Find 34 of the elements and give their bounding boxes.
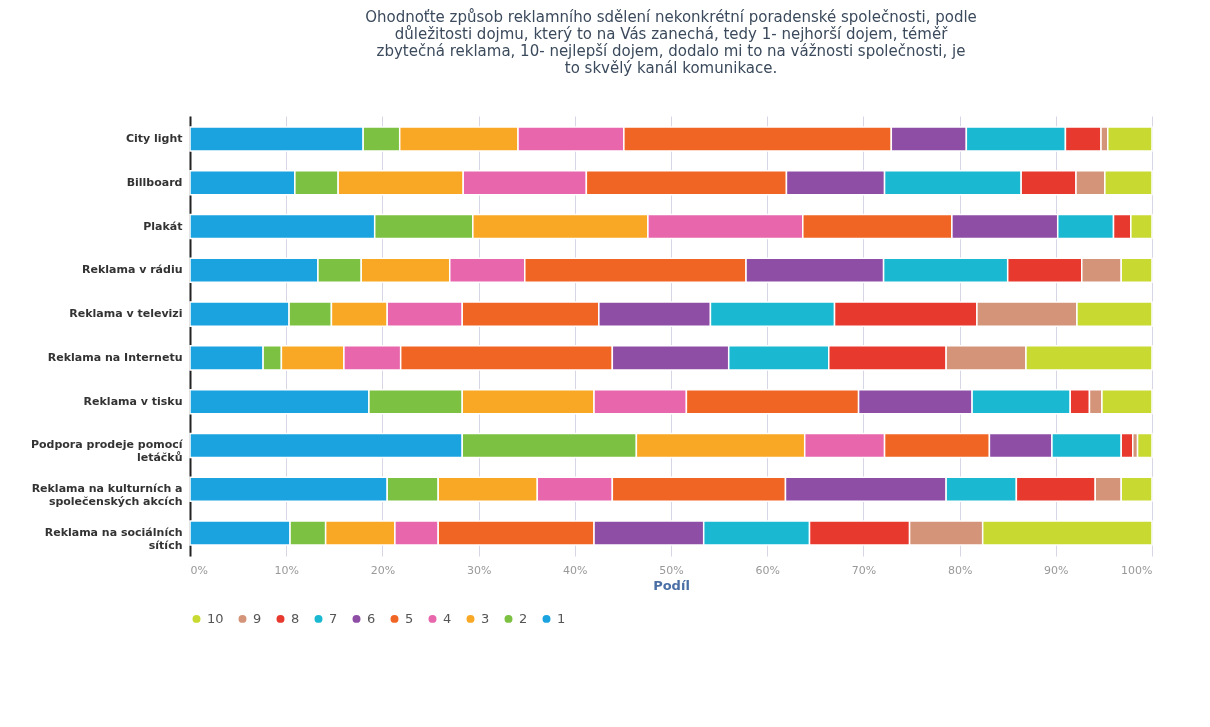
y-tick-label: Reklama v tisku <box>83 394 183 408</box>
x-tick-label: 0% <box>190 563 208 577</box>
legend-label: 4 <box>443 610 452 626</box>
x-tick-label: 20% <box>370 563 396 577</box>
bar <box>1136 432 1153 459</box>
x-tick-label: 10% <box>274 563 299 577</box>
legend-label: 2 <box>519 610 528 626</box>
y-tick-label: Plakát <box>143 219 183 233</box>
x-tick-label: 60% <box>755 563 780 577</box>
legend-label: 10 <box>207 610 224 626</box>
y-tick-label: City light <box>125 131 183 145</box>
y-tick-label: Reklama v televizi <box>69 307 183 321</box>
legend-label: 3 <box>481 610 490 626</box>
y-tick-label: Reklama na sociálních sítích <box>44 526 183 553</box>
x-tick-label: 50% <box>659 563 684 577</box>
y-tick-label: Reklama na kulturních a společenských akcích <box>31 482 183 509</box>
legend-label: 8 <box>291 610 300 626</box>
legend-label: 6 <box>367 610 376 626</box>
y-tick-label: Podpora prodeje pomocí letáčků <box>30 438 184 465</box>
legend-label: 9 <box>253 610 262 626</box>
y-tick-label: Reklama v rádiu <box>82 263 183 277</box>
x-tick-label: 90% <box>1044 563 1069 577</box>
chart-title: Ohodnoťte způsob reklamního sdělení nekonkrétní poradenské společnosti, podle důležitosti dojmu, který to na Vás zanechá, tedy 1- nejhorší dojem, téměř zbytečná reklama, 10- nejlepší dojem, dodalo mi to na vážnosti společnosti, je to skvělý kanál komunikace. <box>365 8 977 77</box>
y-tick-label: Reklama na Internetu <box>47 350 183 364</box>
x-tick-label: 100% <box>1121 563 1153 577</box>
x-tick-label: 40% <box>563 563 588 577</box>
legend-label: 7 <box>329 610 338 626</box>
x-axis-title: Podíl <box>653 577 690 593</box>
y-tick-label: Billboard <box>126 175 183 189</box>
x-tick-label: 80% <box>947 563 973 577</box>
x-tick-label: 70% <box>851 563 877 577</box>
legend-label: 1 <box>557 610 566 626</box>
x-tick-label: 30% <box>466 563 492 577</box>
legend-label: 5 <box>405 610 414 626</box>
